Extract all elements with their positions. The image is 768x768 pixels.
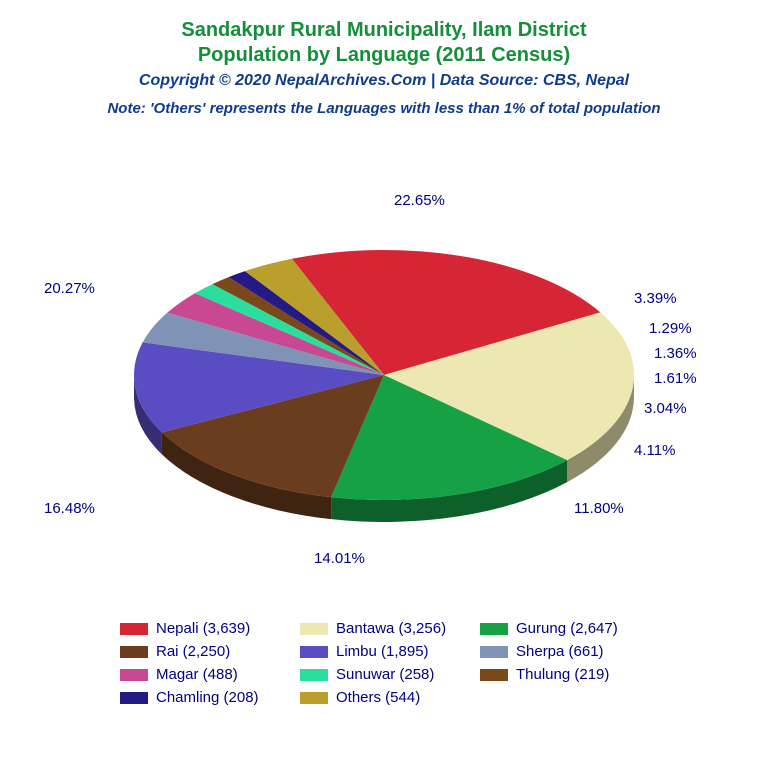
legend-label: Chamling (208) — [156, 689, 259, 706]
legend-swatch — [120, 623, 148, 635]
legend-item: Gurung (2,647) — [480, 620, 650, 637]
chart-title-line2: Population by Language (2011 Census) — [0, 43, 768, 68]
pct-label: 20.27% — [44, 280, 95, 297]
pct-label: 1.61% — [654, 370, 697, 387]
legend-item: Others (544) — [300, 689, 470, 706]
legend-swatch — [300, 692, 328, 704]
legend: Nepali (3,639) Bantawa (3,256) Gurung (2,6… — [120, 620, 650, 706]
legend-swatch — [300, 669, 328, 681]
pie-chart: 22.65%20.27%16.48%14.01%11.80%4.11%3.04%… — [84, 210, 684, 550]
pct-label: 4.11% — [634, 442, 675, 459]
legend-swatch — [480, 669, 508, 681]
pie-svg — [84, 210, 684, 550]
chart-title-line1: Sandakpur Rural Municipality, Ilam Distr… — [0, 18, 768, 43]
legend-label: Gurung (2,647) — [516, 620, 618, 637]
header-block: Sandakpur Rural Municipality, Ilam Distr… — [0, 0, 768, 117]
legend-label: Sherpa (661) — [516, 643, 604, 660]
pct-label: 16.48% — [44, 500, 95, 517]
pct-label: 14.01% — [314, 550, 365, 567]
pct-label: 11.80% — [574, 500, 624, 517]
legend-label: Sunuwar (258) — [336, 666, 434, 683]
pct-label: 1.36% — [654, 345, 697, 362]
legend-item: Sherpa (661) — [480, 643, 650, 660]
legend-swatch — [300, 646, 328, 658]
legend-item: Bantawa (3,256) — [300, 620, 470, 637]
legend-swatch — [480, 623, 508, 635]
pct-label: 3.04% — [644, 400, 687, 417]
legend-item: Magar (488) — [120, 666, 290, 683]
legend-swatch — [300, 623, 328, 635]
legend-swatch — [120, 646, 148, 658]
legend-item: Chamling (208) — [120, 689, 290, 706]
legend-swatch — [120, 692, 148, 704]
legend-item: Sunuwar (258) — [300, 666, 470, 683]
legend-label: Bantawa (3,256) — [336, 620, 446, 637]
legend-swatch — [120, 669, 148, 681]
legend-label: Thulung (219) — [516, 666, 609, 683]
legend-label: Nepali (3,639) — [156, 620, 250, 637]
legend-label: Others (544) — [336, 689, 420, 706]
legend-item: Limbu (1,895) — [300, 643, 470, 660]
legend-label: Limbu (1,895) — [336, 643, 429, 660]
legend-label: Rai (2,250) — [156, 643, 230, 660]
legend-label: Magar (488) — [156, 666, 238, 683]
legend-item: Rai (2,250) — [120, 643, 290, 660]
pct-label: 22.65% — [394, 192, 445, 209]
pct-label: 1.29% — [649, 320, 692, 337]
chart-note: Note: 'Others' represents the Languages … — [0, 100, 768, 117]
pct-label: 3.39% — [634, 290, 677, 307]
legend-swatch — [480, 646, 508, 658]
legend-item: Thulung (219) — [480, 666, 650, 683]
chart-subtitle: Copyright © 2020 NepalArchives.Com | Dat… — [0, 72, 768, 90]
legend-item: Nepali (3,639) — [120, 620, 290, 637]
